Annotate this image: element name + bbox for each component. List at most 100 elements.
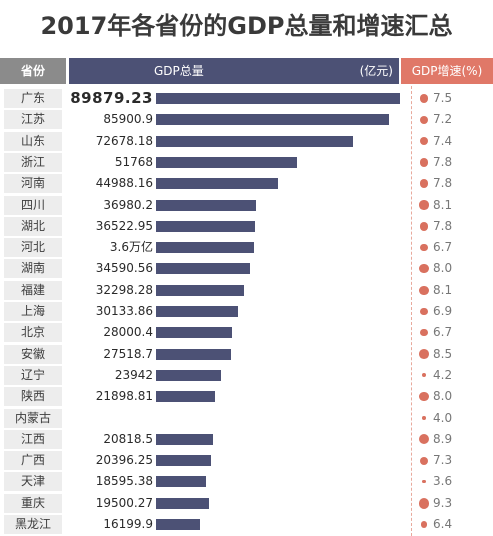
table-row: 上海 30133.86 6.9 — [0, 301, 493, 322]
growth-dot — [419, 136, 429, 146]
province-label: 天津 — [4, 472, 62, 492]
table-row: 湖北 36522.95 7.8 — [0, 216, 493, 237]
gdp-value-label: 21898.81 — [95, 389, 153, 404]
growth-dot — [419, 179, 429, 189]
growth-dot — [420, 329, 428, 337]
gdp-bar — [156, 93, 400, 104]
gdp-bar — [156, 433, 213, 445]
province-label: 广东 — [4, 89, 62, 108]
gdp-bar — [156, 284, 244, 296]
province-label: 江西 — [4, 429, 62, 449]
gdp-unit-label: (亿元) — [359, 64, 393, 78]
growth-dot — [420, 307, 428, 316]
growth-value-label: 6.4 — [433, 517, 453, 531]
growth-dot — [419, 285, 429, 295]
growth-value-label: 7.8 — [433, 218, 453, 233]
gdp-value-label: 20396.25 — [95, 453, 153, 468]
table-row: 北京 28000.4 6.7 — [0, 322, 493, 343]
gdp-value-label: 72678.18 — [95, 133, 153, 148]
table-row: 浙江 51768 7.8 — [0, 152, 493, 173]
gdp-bar — [156, 199, 256, 211]
province-label: 北京 — [4, 323, 62, 343]
growth-value-label: 3.6 — [433, 474, 453, 489]
growth-value-label: 8.1 — [433, 282, 453, 297]
table-row: 辽宁 23942 4.2 — [0, 365, 493, 386]
gdp-bar — [156, 369, 221, 381]
growth-value-label: 7.5 — [433, 91, 453, 105]
table-row: 河南 44988.16 7.8 — [0, 173, 493, 194]
province-label: 湖南 — [4, 259, 62, 279]
gdp-value-label: 89879.23 — [70, 89, 153, 107]
table-row: 湖南 34590.56 8.0 — [0, 258, 493, 279]
province-label: 上海 — [4, 302, 62, 321]
gdp-bar — [156, 306, 238, 317]
table-row: 江苏 85900.9 7.2 — [0, 109, 493, 130]
province-label: 河北 — [4, 238, 62, 258]
gdp-value-label: 32298.28 — [95, 282, 153, 297]
gdp-column-header: GDP总量 (亿元) — [69, 58, 399, 84]
column-divider — [411, 86, 412, 536]
growth-column-header: GDP增速(%) — [401, 58, 493, 84]
table-row: 福建 32298.28 8.1 — [0, 280, 493, 301]
gdp-bar — [156, 263, 250, 275]
growth-value-label: 7.2 — [433, 112, 453, 127]
growth-dot — [422, 416, 426, 420]
growth-value-label: 6.7 — [433, 325, 453, 340]
growth-dot — [418, 434, 430, 445]
province-label: 湖北 — [4, 216, 62, 236]
province-label: 四川 — [4, 195, 62, 215]
table-row: 江西 20818.5 8.9 — [0, 429, 493, 450]
growth-value-label: 8.9 — [433, 431, 453, 446]
growth-dot — [419, 349, 429, 359]
gdp-bar — [156, 242, 254, 254]
growth-value-label: 9.3 — [433, 495, 453, 510]
gdp-value-label: 51768 — [114, 154, 153, 169]
gdp-bar — [156, 178, 278, 190]
growth-value-label: 7.4 — [433, 133, 453, 148]
gdp-value-label: 30133.86 — [95, 304, 153, 318]
growth-dot — [419, 200, 429, 210]
province-label: 重庆 — [4, 493, 62, 513]
table-row: 安徽 27518.7 8.5 — [0, 344, 493, 365]
growth-value-label: 7.8 — [433, 154, 453, 169]
gdp-value-label: 23942 — [114, 367, 153, 382]
growth-dot — [420, 115, 428, 124]
table-row: 内蒙古 4.0 — [0, 408, 493, 429]
gdp-bar — [156, 391, 215, 403]
gdp-bar — [156, 220, 255, 232]
gdp-value-label: 18595.38 — [95, 474, 153, 489]
gdp-value-label: 36522.95 — [95, 218, 153, 233]
gdp-value-label: 44988.16 — [95, 176, 153, 191]
province-label: 辽宁 — [4, 365, 62, 385]
province-label: 浙江 — [4, 152, 62, 172]
growth-dot — [419, 264, 429, 274]
table-header: 省份 GDP总量 (亿元) GDP增速(%) — [0, 58, 493, 84]
growth-dot — [422, 373, 426, 378]
growth-value-label: 6.7 — [433, 240, 453, 255]
gdp-bar — [156, 497, 209, 509]
gdp-bar — [156, 476, 206, 488]
province-label: 安徽 — [4, 344, 62, 364]
growth-dot — [422, 480, 426, 484]
table-row: 陕西 21898.81 8.0 — [0, 386, 493, 407]
province-label: 福建 — [4, 280, 62, 300]
province-label: 江苏 — [4, 110, 62, 130]
province-label: 山东 — [4, 131, 62, 151]
table-row: 四川 36980.2 8.1 — [0, 195, 493, 216]
growth-value-label: 8.0 — [433, 389, 453, 404]
growth-value-label: 8.0 — [433, 261, 453, 276]
province-column-header: 省份 — [0, 58, 66, 84]
chart-title: 2017年各省份的GDP总量和增速汇总 — [40, 12, 453, 40]
growth-dot — [420, 243, 428, 252]
growth-value-label: 7.8 — [433, 176, 453, 191]
gdp-header-label: GDP总量 — [154, 64, 204, 78]
growth-value-label: 8.1 — [433, 197, 453, 212]
gdp-value-label: 28000.4 — [103, 325, 153, 340]
gdp-value-label: 16199.9 — [103, 517, 153, 531]
province-label: 广西 — [4, 451, 62, 471]
table-row: 广西 20396.25 7.3 — [0, 450, 493, 471]
growth-value-label: 7.3 — [433, 453, 453, 468]
gdp-value-label: 34590.56 — [95, 261, 153, 276]
table-row: 河北 3.6万亿 6.7 — [0, 237, 493, 258]
gdp-bar — [156, 348, 231, 360]
